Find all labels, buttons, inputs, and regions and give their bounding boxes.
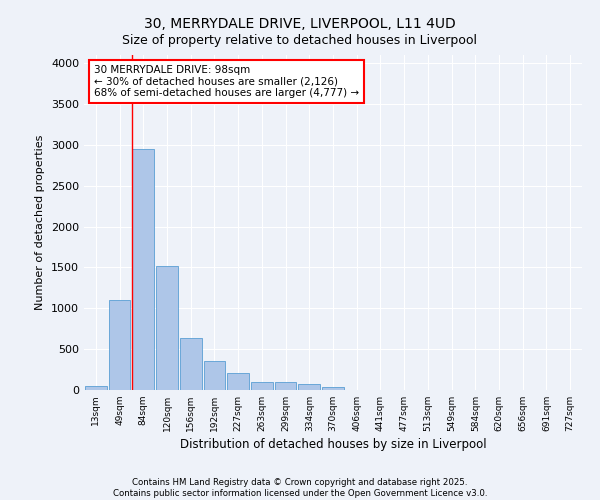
Bar xyxy=(156,266,178,390)
Bar xyxy=(275,382,296,390)
Bar xyxy=(180,338,202,390)
Bar xyxy=(203,362,226,390)
Text: Size of property relative to detached houses in Liverpool: Size of property relative to detached ho… xyxy=(122,34,478,47)
Text: 30 MERRYDALE DRIVE: 98sqm
← 30% of detached houses are smaller (2,126)
68% of se: 30 MERRYDALE DRIVE: 98sqm ← 30% of detac… xyxy=(94,65,359,98)
Bar xyxy=(298,384,320,390)
X-axis label: Distribution of detached houses by size in Liverpool: Distribution of detached houses by size … xyxy=(179,438,487,451)
Bar xyxy=(227,373,249,390)
Bar xyxy=(322,387,344,390)
Bar xyxy=(133,149,154,390)
Bar xyxy=(109,300,130,390)
Text: 30, MERRYDALE DRIVE, LIVERPOOL, L11 4UD: 30, MERRYDALE DRIVE, LIVERPOOL, L11 4UD xyxy=(144,18,456,32)
Bar xyxy=(85,386,107,390)
Text: Contains HM Land Registry data © Crown copyright and database right 2025.
Contai: Contains HM Land Registry data © Crown c… xyxy=(113,478,487,498)
Bar xyxy=(251,382,273,390)
Y-axis label: Number of detached properties: Number of detached properties xyxy=(35,135,46,310)
